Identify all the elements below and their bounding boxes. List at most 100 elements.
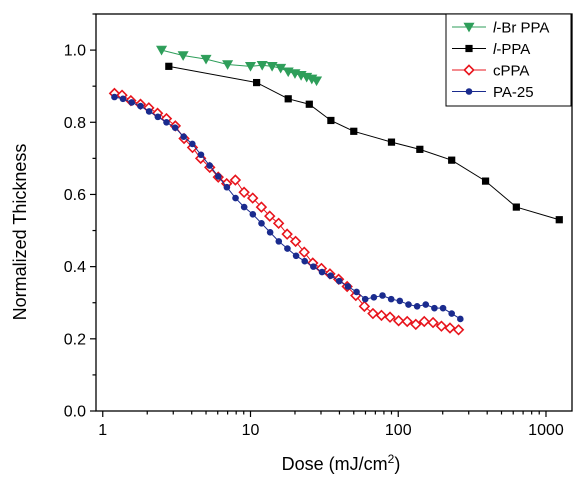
data-point: [431, 304, 438, 312]
series-1: [165, 62, 563, 224]
data-point: [387, 138, 396, 146]
data-point: [310, 263, 317, 270]
legend-label: l-Br PPA: [493, 20, 549, 37]
x-tick-label: 1000: [528, 422, 564, 439]
x-tick-label: 100: [385, 422, 412, 439]
data-point: [392, 315, 405, 327]
legend-marker: [463, 22, 475, 33]
data-point: [154, 113, 162, 121]
data-point: [240, 203, 248, 211]
data-point: [358, 300, 371, 313]
data-point: [387, 295, 395, 303]
data-point: [448, 310, 455, 317]
data-point: [111, 93, 118, 101]
data-point: [375, 309, 388, 322]
data-point: [435, 320, 448, 332]
data-point: [439, 304, 447, 312]
data-point: [284, 95, 292, 103]
legend-label: PA-25: [493, 84, 534, 101]
data-point: [401, 315, 413, 328]
data-point: [256, 60, 268, 71]
series-2: [108, 87, 465, 336]
legend-label-italic: l: [493, 41, 497, 58]
legend-item: l-PPA: [452, 41, 530, 58]
data-point: [298, 246, 310, 258]
data-point: [292, 252, 300, 260]
data-point: [249, 211, 257, 218]
data-point: [327, 116, 335, 125]
data-point: [457, 315, 464, 323]
data-point: [214, 173, 222, 180]
data-point: [238, 186, 250, 199]
series-layer: [108, 45, 563, 336]
data-point: [255, 201, 268, 213]
legend-marker: [465, 44, 473, 53]
x-axis: 1 10 100 1000: [98, 411, 564, 439]
data-point: [281, 228, 293, 240]
legend-label-text: cPPA: [493, 63, 529, 80]
data-point: [156, 45, 168, 56]
data-point: [379, 292, 386, 299]
data-point: [367, 307, 379, 320]
data-point: [244, 62, 257, 72]
data-point: [444, 322, 456, 334]
data-point: [197, 151, 205, 159]
data-point: [163, 118, 170, 126]
x-axis-title-sup: 2: [388, 452, 395, 466]
plot-border: [95, 13, 573, 412]
data-point: [405, 301, 412, 308]
data-point: [222, 60, 234, 70]
data-point: [232, 194, 239, 202]
data-point: [327, 272, 334, 279]
data-point: [384, 311, 396, 323]
data-point: [305, 100, 313, 108]
data-point: [350, 127, 358, 135]
legend-label-text: -PPA: [496, 41, 530, 58]
data-point: [344, 283, 352, 290]
y-tick-label: 0.4: [64, 259, 86, 276]
data-point: [128, 99, 136, 106]
data-point: [336, 277, 343, 285]
x-tick-label: 1: [98, 422, 107, 439]
data-point: [264, 210, 276, 222]
legend-item: l-Br PPA: [452, 20, 549, 37]
data-point: [555, 216, 563, 224]
data-point: [284, 245, 291, 252]
data-point: [229, 174, 242, 186]
x-axis-title-main: Dose (mJ/cm: [282, 454, 388, 474]
legend-item: PA-25: [452, 84, 534, 101]
data-point: [301, 257, 309, 265]
data-point: [275, 238, 283, 245]
data-point: [361, 295, 369, 303]
y-axis: 0.0 0.2 0.4 0.6 0.8 1.0: [64, 13, 96, 421]
legend-label: l-PPA: [493, 41, 530, 58]
data-point: [272, 217, 285, 230]
data-point: [171, 124, 179, 131]
data-point: [422, 301, 430, 308]
legend-label-italic: l: [493, 20, 497, 37]
data-point: [275, 63, 287, 74]
data-point: [189, 140, 196, 148]
data-point: [180, 133, 187, 141]
legend-label-text: -Br PPA: [496, 20, 549, 37]
data-point: [258, 220, 265, 227]
series-line: [114, 92, 459, 331]
data-point: [206, 162, 213, 169]
plot-frame: [95, 13, 573, 412]
y-tick-label: 0.2: [64, 331, 86, 348]
data-point: [410, 318, 422, 331]
data-point: [370, 294, 378, 301]
data-point: [416, 145, 424, 153]
y-axis-title: Normalized Thickness: [10, 144, 30, 321]
legend-marker: [465, 88, 473, 95]
data-point: [177, 51, 189, 61]
data-point: [353, 288, 360, 296]
y-tick-label: 0.8: [64, 115, 86, 132]
data-point: [137, 102, 144, 110]
data-point: [413, 303, 421, 310]
data-point: [145, 108, 153, 115]
data-point: [318, 268, 326, 276]
data-point: [311, 76, 323, 87]
